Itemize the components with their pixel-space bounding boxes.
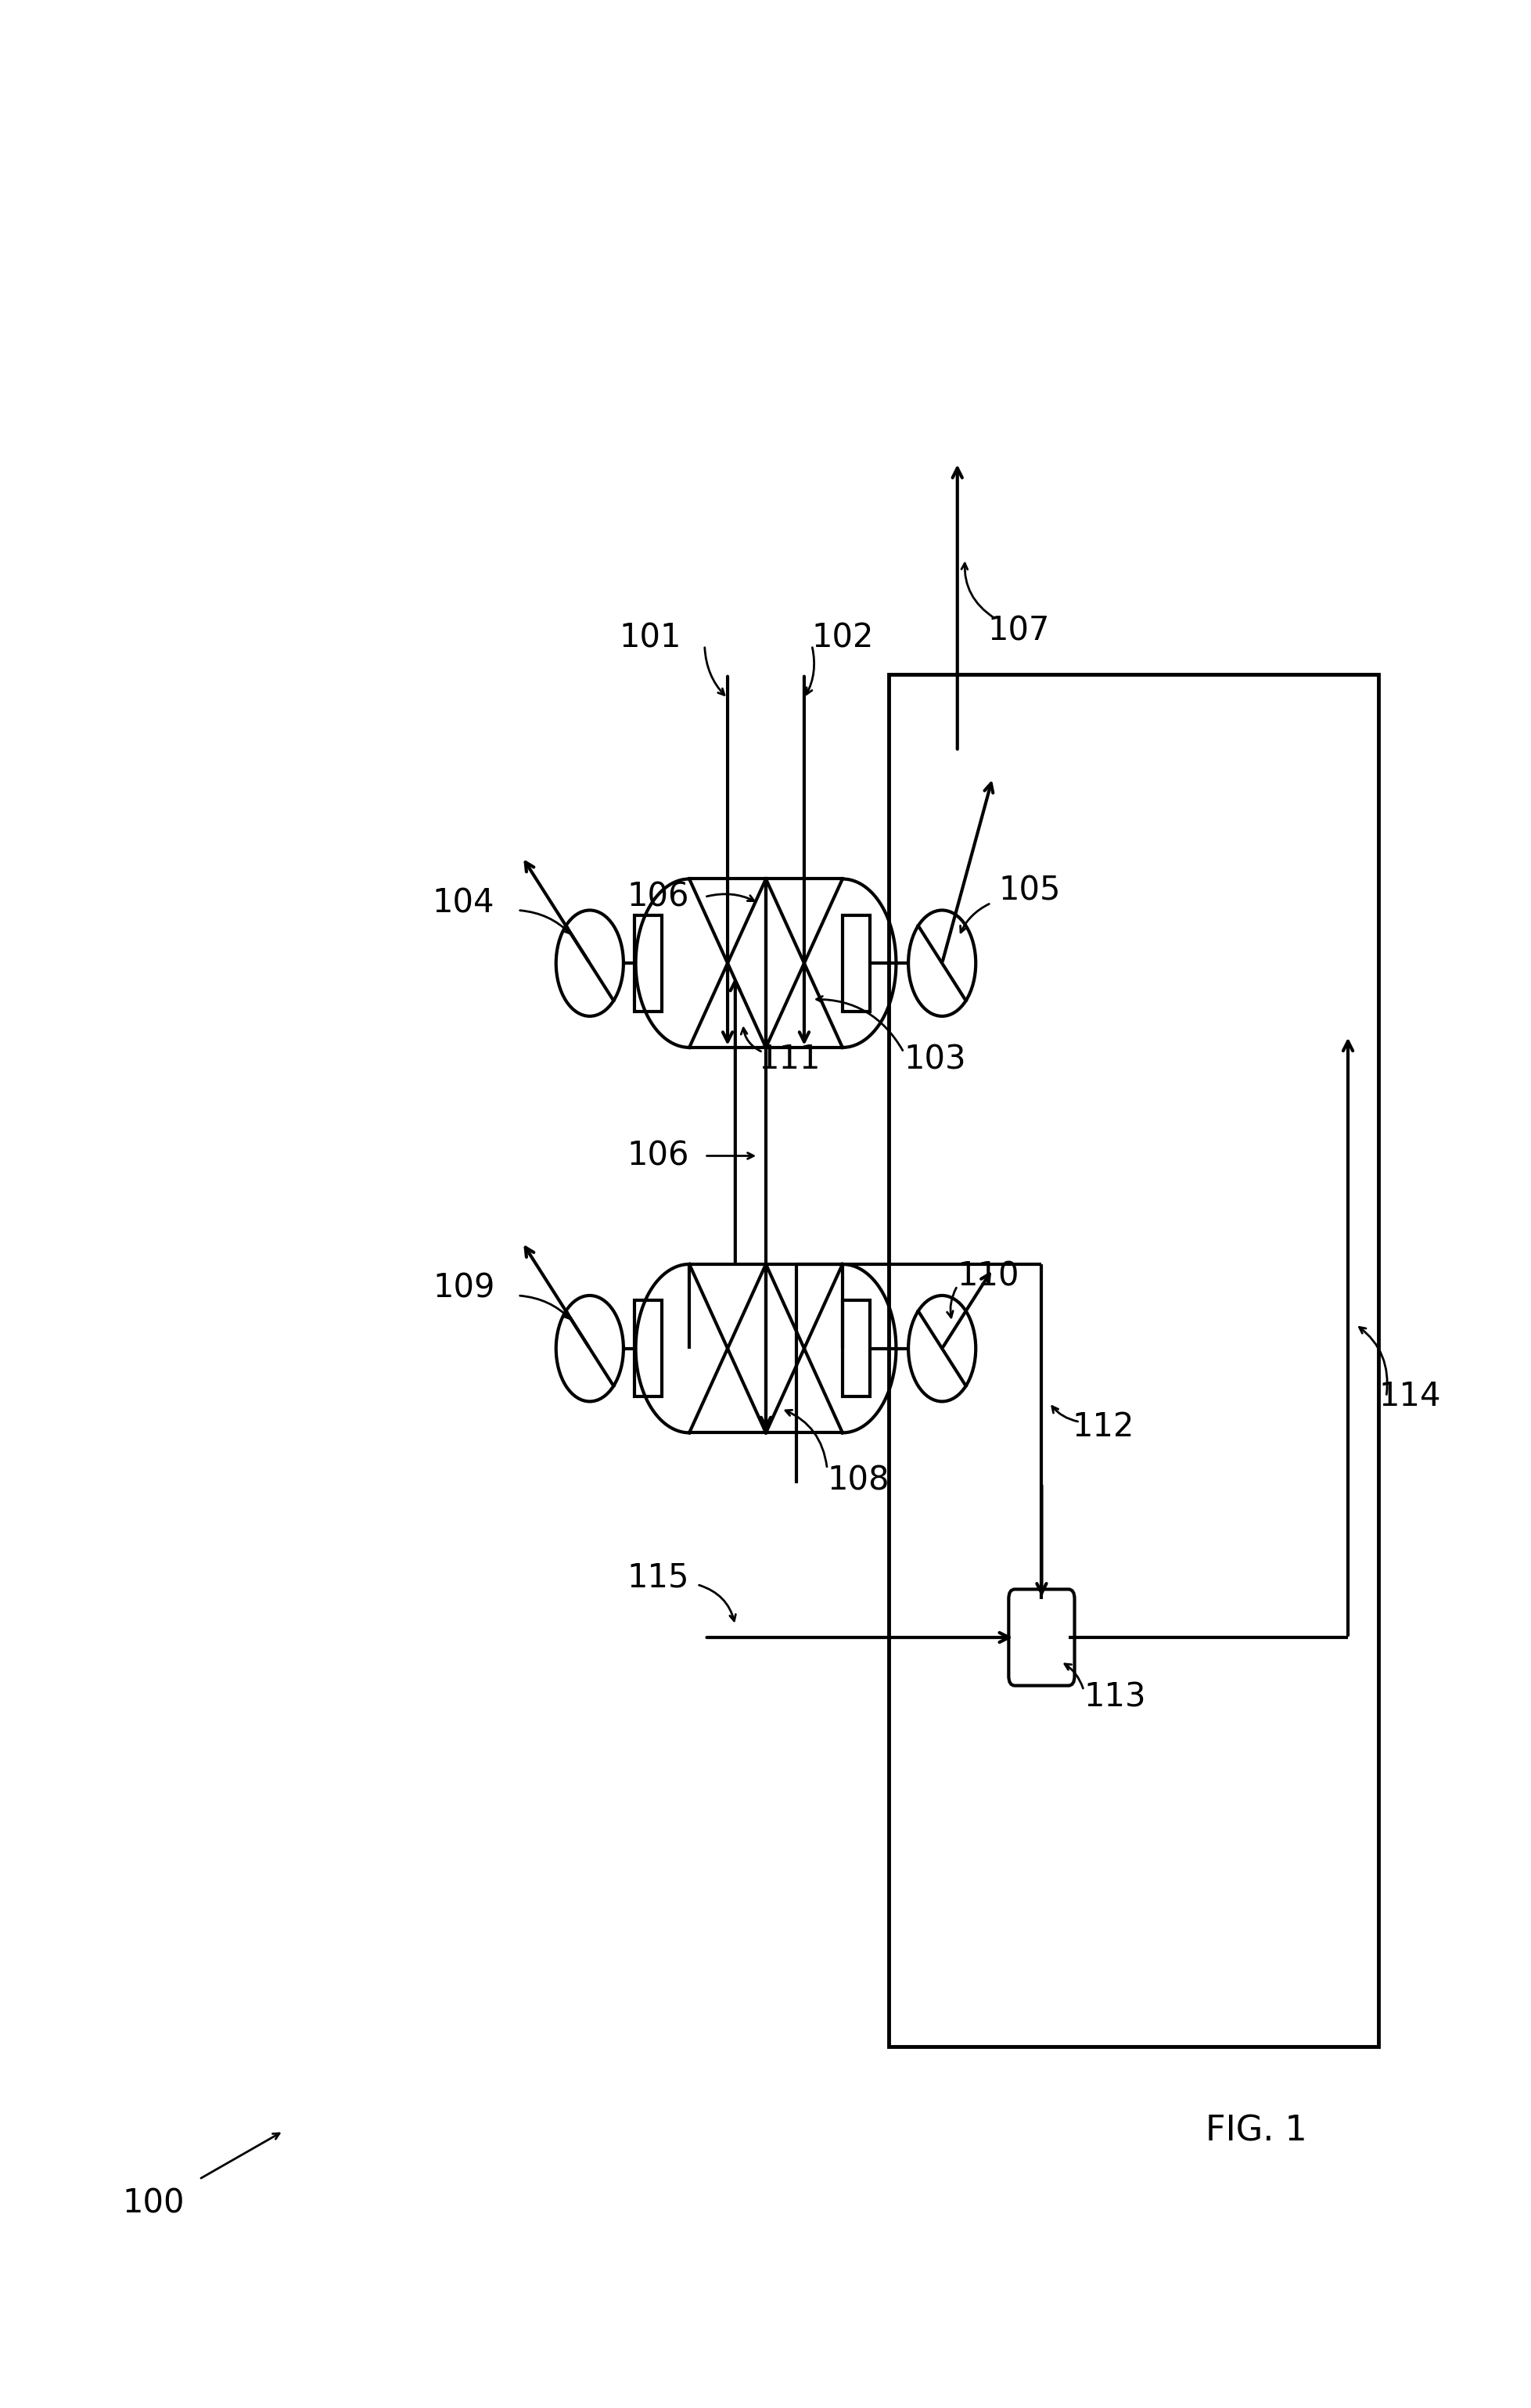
Text: 105: 105 xyxy=(998,874,1061,908)
Text: 111: 111 xyxy=(758,1043,821,1076)
Text: 115: 115 xyxy=(626,1560,689,1594)
Bar xyxy=(842,1300,870,1397)
Text: 109: 109 xyxy=(432,1271,495,1305)
Text: 104: 104 xyxy=(432,886,495,920)
Text: FIG. 1: FIG. 1 xyxy=(1205,2114,1306,2148)
Text: 108: 108 xyxy=(827,1464,890,1498)
Bar xyxy=(842,915,870,1011)
Text: 100: 100 xyxy=(122,2186,184,2220)
Text: 107: 107 xyxy=(987,614,1050,648)
Text: 113: 113 xyxy=(1082,1681,1145,1714)
Text: 102: 102 xyxy=(811,621,874,655)
Text: 110: 110 xyxy=(957,1259,1020,1293)
Text: 112: 112 xyxy=(1072,1411,1134,1442)
Bar xyxy=(634,1300,661,1397)
Bar xyxy=(888,674,1378,2047)
Text: 114: 114 xyxy=(1378,1380,1441,1413)
Bar xyxy=(634,915,661,1011)
Text: 103: 103 xyxy=(903,1043,966,1076)
Text: 106: 106 xyxy=(626,1139,689,1173)
Text: 106: 106 xyxy=(626,881,689,913)
Text: 101: 101 xyxy=(619,621,681,655)
